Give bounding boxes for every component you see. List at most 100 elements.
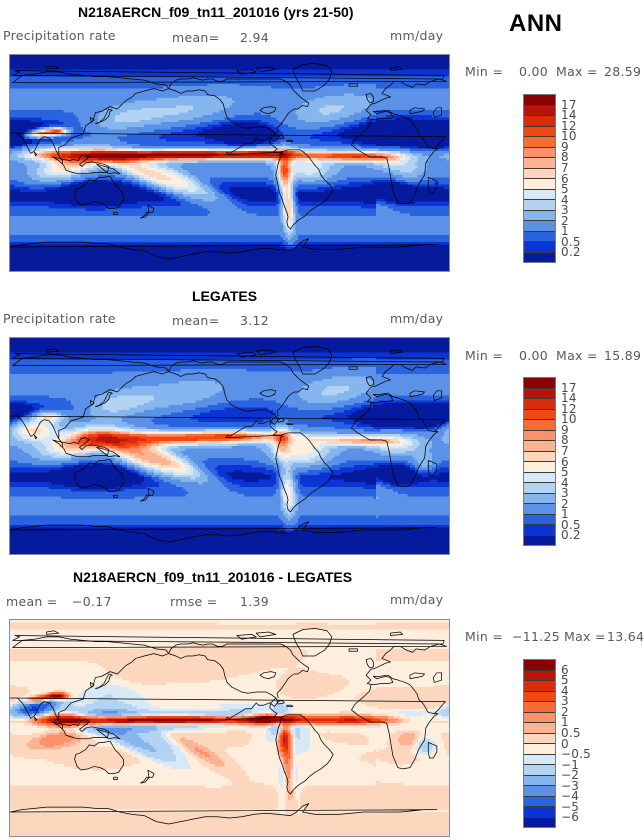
colorbar-tick: 6 [561, 454, 569, 469]
colorbar-tick: 3 [561, 203, 569, 218]
variable-label-model: Precipitation rate [3, 28, 116, 43]
panel-title-difference: N218AERCN_f09_tn11_201016 - LEGATES [73, 569, 353, 585]
max-value-difference: 13.64 [607, 629, 644, 644]
colorbar-tick: 10 [561, 129, 577, 144]
colorbar-band [524, 504, 555, 515]
colorbar-band [524, 691, 555, 702]
colorbar-tick-labels: 6 5 4 3 2 1 0.5 0 −0.5 −1 −2 −3 −4 −5 −6 [561, 659, 621, 828]
colorbar-tick: 8 [561, 433, 569, 448]
colorbar-band [524, 409, 555, 420]
colorbar-tick: 9 [561, 139, 569, 154]
season-label: ANN [509, 10, 563, 37]
rmse-value-difference: 1.39 [240, 594, 270, 609]
colorbar-tick: 17 [561, 380, 577, 395]
colorbar-tick-labels: 17 14 12 10 9 8 7 6 5 4 3 2 1 0.5 0.2 [561, 377, 621, 546]
colorbar-band [524, 535, 555, 545]
coastlines [10, 346, 447, 543]
colorbar-band [524, 744, 555, 755]
colorbar-gradient [523, 659, 556, 828]
colorbar-band [524, 786, 555, 797]
colorbar-tick: 17 [561, 97, 577, 112]
map-panel-obs [9, 337, 450, 555]
colorbar-tick: 6 [561, 171, 569, 186]
colorbar-band [524, 441, 555, 452]
colorbar-band [524, 116, 555, 127]
colorbar-band [524, 147, 555, 158]
max-label-model: Max = [556, 64, 598, 79]
mean-label-obs: mean= [172, 313, 220, 328]
colorbar-band [524, 681, 555, 692]
colorbar-tick: 4 [561, 475, 569, 490]
colorbar-tick: 5 [561, 465, 569, 480]
colorbar-tick: −0.5 [561, 747, 591, 762]
colorbar-band [524, 493, 555, 504]
colorbar-tick: 2 [561, 213, 569, 228]
colorbar-tick: 4 [561, 192, 569, 207]
map-field [10, 620, 449, 836]
colorbar-tick-labels: 17 14 12 10 9 8 7 6 5 4 3 2 1 0.5 0.2 [561, 94, 621, 263]
colorbar-tick: −4 [561, 789, 580, 804]
colorbar-band [524, 462, 555, 473]
colorbar-band [524, 670, 555, 681]
colorbar-tick: 4 [561, 683, 569, 698]
colorbar-band [524, 126, 555, 137]
colorbar-band [524, 137, 555, 148]
colorbar-band [524, 472, 555, 483]
colorbar-gradient [523, 94, 556, 263]
rmse-label-difference: rmse = [170, 594, 218, 609]
variable-label-obs: Precipitation rate [3, 311, 116, 326]
colorbar-tick: 12 [561, 401, 577, 416]
min-label-obs: Min = [465, 348, 504, 363]
colorbar-band [524, 733, 555, 744]
coastlines [10, 628, 447, 825]
mean-value-difference: −0.17 [72, 594, 112, 609]
colorbar-band [524, 765, 555, 776]
colorbar-tick: 0.2 [561, 245, 581, 260]
colorbar-tick: 6 [561, 662, 569, 677]
colorbar-tick: 7 [561, 443, 569, 458]
colorbar-band [524, 189, 555, 200]
colorbar-band [524, 231, 555, 242]
colorbar-difference: 6 5 4 3 2 1 0.5 0 −0.5 −1 −2 −3 −4 −5 −6 [523, 659, 633, 828]
colorbar-band [524, 817, 555, 827]
colorbar-tick: 3 [561, 486, 569, 501]
colorbar-obs: 17 14 12 10 9 8 7 6 5 4 3 2 1 0.5 0.2 [523, 377, 633, 546]
colorbar-band [524, 775, 555, 786]
colorbar-band [524, 514, 555, 525]
colorbar-band [524, 660, 555, 671]
mean-label-model: mean= [172, 30, 220, 45]
panel-title-model: N218AERCN_f09_tn11_201016 (yrs 21-50) [78, 4, 354, 20]
colorbar-band [524, 420, 555, 431]
colorbar-tick: 14 [561, 108, 577, 123]
max-label-obs: Max = [556, 348, 598, 363]
map-panel-difference [9, 619, 450, 837]
min-value-difference: −11.25 [512, 629, 561, 644]
colorbar-tick: −1 [561, 757, 580, 772]
colorbar-tick: 2 [561, 496, 569, 511]
colorbar-tick: −6 [561, 810, 580, 825]
map-panel-model [9, 54, 450, 272]
colorbar-tick: −5 [561, 799, 580, 814]
colorbar-tick: 5 [561, 182, 569, 197]
min-label-model: Min = [465, 64, 504, 79]
colorbar-band [524, 95, 555, 106]
colorbar-tick: 8 [561, 150, 569, 165]
max-value-obs: 15.89 [604, 348, 642, 363]
colorbar-band [524, 451, 555, 462]
units-label-model: mm/day [390, 28, 444, 43]
colorbar-model: 17 14 12 10 9 8 7 6 5 4 3 2 1 0.5 0.2 [523, 94, 633, 263]
min-value-obs: 0.00 [519, 348, 549, 363]
colorbar-tick: 0 [561, 736, 569, 751]
panel-title-obs: LEGATES [192, 288, 258, 304]
colorbar-band [524, 712, 555, 723]
mean-value-model: 2.94 [240, 30, 270, 45]
mean-label-difference: mean = [6, 594, 58, 609]
colorbar-tick: 0.2 [561, 528, 581, 543]
colorbar-band [524, 168, 555, 179]
colorbar-band [524, 796, 555, 807]
colorbar-tick: −3 [561, 778, 580, 793]
colorbar-band [524, 242, 555, 253]
colorbar-band [524, 483, 555, 494]
map-field [10, 55, 449, 271]
colorbar-tick: 9 [561, 422, 569, 437]
